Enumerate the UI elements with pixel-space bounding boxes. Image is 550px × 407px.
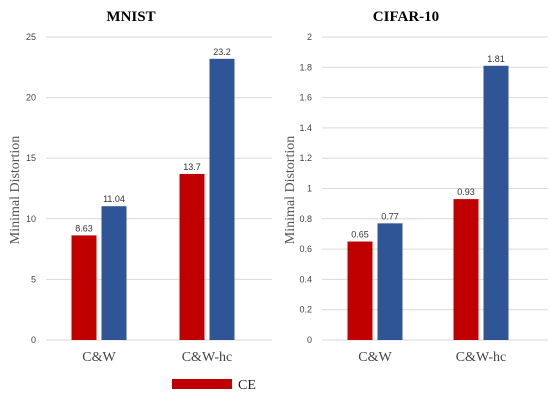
y-tick-label: 10 (26, 214, 36, 224)
data-label: 0.93 (457, 187, 475, 197)
x-category-label: C&W (82, 350, 116, 365)
bar (101, 206, 127, 340)
y-tick-label: 1 (307, 184, 312, 194)
legend: CE (172, 378, 256, 393)
y-tick-label: 0 (31, 335, 36, 345)
y-tick-label: 5 (31, 274, 36, 284)
y-tick-label: 0.8 (299, 214, 312, 224)
bar (71, 235, 97, 340)
legend-swatch (172, 379, 232, 389)
y-tick-label: 20 (26, 93, 36, 103)
y-tick-label: 0.6 (299, 244, 312, 254)
data-label: 0.65 (351, 230, 369, 240)
y-tick-label: 2 (307, 32, 312, 42)
y-tick-label: 0.2 (299, 305, 312, 315)
data-label: 1.81 (487, 54, 505, 64)
y-tick-label: 1.8 (299, 62, 312, 72)
x-category-label: C&W (358, 350, 392, 365)
y-tick-label: 1.4 (299, 123, 312, 133)
data-label: 0.77 (381, 211, 399, 221)
chart-title: MNIST (106, 9, 155, 25)
bar (453, 199, 479, 340)
x-category-label: C&W-hc (456, 350, 507, 365)
bar (179, 173, 205, 340)
chart-panel-1: 0 0.2 0.4 0.6 0.8 1 1.2 1.4 1.6 1.8 2 CIFAR-10 Minim… (283, 9, 548, 365)
legend-label: CE (238, 378, 256, 393)
bar (377, 223, 403, 340)
data-label: 8.63 (75, 223, 93, 233)
y-tick-label: 1.2 (299, 153, 312, 163)
chart-panel-0: 0 5 10 15 20 25 MNIST Minimal Distortion 8.63 11.… (8, 9, 272, 365)
y-tick-label: 25 (26, 32, 36, 42)
data-label: 11.04 (103, 194, 125, 204)
x-category-label: C&W-hc (182, 350, 233, 365)
y-tick-label: 15 (26, 153, 36, 163)
y-tick-label: 0 (307, 335, 312, 345)
chart-title: CIFAR-10 (373, 9, 439, 25)
bar (347, 241, 373, 340)
y-tick-label: 0.4 (299, 274, 312, 284)
data-label: 13.7 (183, 162, 201, 172)
bar (483, 65, 509, 340)
y-axis-label: Minimal Distortion (8, 136, 23, 245)
y-axis-label: Minimal Distortion (283, 136, 298, 245)
data-label: 23.2 (213, 47, 231, 57)
bar (209, 58, 235, 340)
y-tick-label: 1.6 (299, 93, 312, 103)
